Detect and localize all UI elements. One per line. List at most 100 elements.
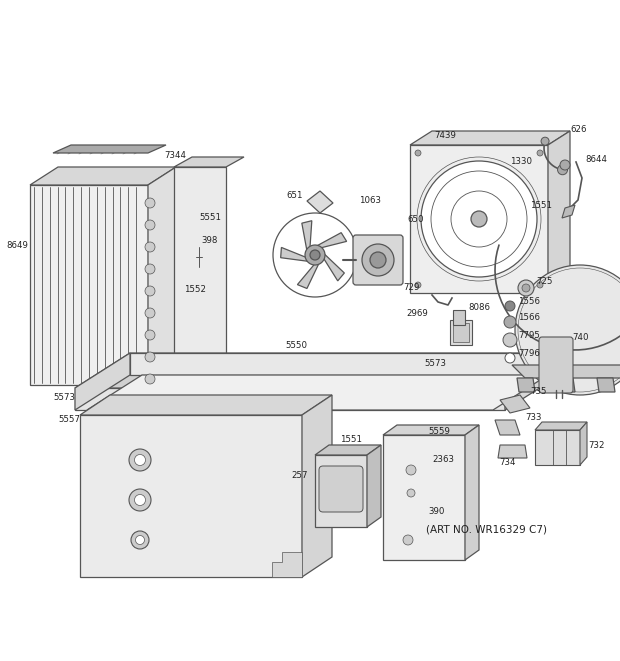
Polygon shape — [465, 425, 479, 560]
Circle shape — [145, 352, 155, 362]
Text: (ART NO. WR16329 C7): (ART NO. WR16329 C7) — [427, 525, 547, 535]
Polygon shape — [535, 430, 580, 465]
Circle shape — [415, 150, 421, 156]
Text: 7796: 7796 — [518, 350, 540, 358]
Polygon shape — [557, 378, 575, 392]
Polygon shape — [53, 145, 166, 153]
Circle shape — [505, 353, 515, 363]
Polygon shape — [453, 323, 469, 342]
Circle shape — [135, 455, 146, 465]
Text: 7439: 7439 — [434, 131, 456, 140]
Circle shape — [537, 282, 543, 288]
Circle shape — [129, 489, 151, 511]
Text: 729: 729 — [404, 284, 420, 293]
Polygon shape — [450, 320, 472, 345]
FancyBboxPatch shape — [539, 337, 573, 393]
Circle shape — [305, 245, 325, 265]
Polygon shape — [512, 365, 620, 378]
Polygon shape — [453, 310, 465, 325]
Circle shape — [522, 284, 530, 292]
Circle shape — [415, 282, 421, 288]
Text: eReplacementParts.com: eReplacementParts.com — [246, 385, 374, 395]
Circle shape — [145, 220, 155, 230]
Circle shape — [145, 308, 155, 318]
Polygon shape — [174, 157, 244, 167]
Polygon shape — [30, 185, 148, 385]
Text: 398: 398 — [202, 236, 218, 245]
Text: 5550: 5550 — [285, 341, 307, 350]
Circle shape — [145, 242, 155, 252]
Text: 5573: 5573 — [424, 359, 446, 368]
Text: 1551: 1551 — [530, 200, 552, 210]
Polygon shape — [498, 445, 527, 458]
Text: 2363: 2363 — [432, 455, 454, 465]
Text: 1330: 1330 — [510, 157, 532, 167]
Polygon shape — [302, 395, 332, 577]
Polygon shape — [410, 131, 570, 145]
Text: 626: 626 — [570, 126, 587, 134]
Polygon shape — [315, 233, 347, 249]
Text: 725: 725 — [536, 278, 552, 286]
Polygon shape — [500, 395, 530, 413]
Text: 5551: 5551 — [199, 213, 221, 222]
Polygon shape — [383, 435, 465, 560]
Polygon shape — [281, 247, 311, 262]
Polygon shape — [30, 167, 176, 185]
Polygon shape — [410, 145, 548, 293]
Circle shape — [145, 374, 155, 384]
Polygon shape — [80, 415, 302, 577]
FancyBboxPatch shape — [319, 466, 363, 512]
Polygon shape — [548, 131, 570, 293]
Text: 5557: 5557 — [58, 416, 80, 424]
Circle shape — [421, 161, 537, 277]
Polygon shape — [174, 167, 226, 382]
Text: 735: 735 — [530, 387, 546, 397]
Circle shape — [145, 264, 155, 274]
Circle shape — [560, 160, 570, 170]
Circle shape — [504, 316, 516, 328]
Text: 732: 732 — [588, 440, 604, 449]
Circle shape — [403, 535, 413, 545]
Text: 1552: 1552 — [184, 286, 206, 295]
Text: 1551: 1551 — [340, 436, 362, 444]
Circle shape — [557, 165, 567, 175]
Polygon shape — [75, 353, 130, 410]
Polygon shape — [322, 253, 344, 281]
Circle shape — [145, 286, 155, 296]
Text: 1063: 1063 — [359, 196, 381, 205]
Circle shape — [518, 280, 534, 296]
Polygon shape — [505, 353, 560, 410]
Polygon shape — [383, 425, 479, 435]
Polygon shape — [597, 378, 615, 392]
Text: 734: 734 — [500, 458, 516, 467]
Polygon shape — [75, 353, 560, 388]
Text: 257: 257 — [291, 471, 308, 481]
Polygon shape — [302, 221, 312, 253]
Circle shape — [370, 252, 386, 268]
Polygon shape — [130, 353, 560, 375]
Text: 7344: 7344 — [164, 151, 186, 160]
Circle shape — [131, 531, 149, 549]
Polygon shape — [535, 422, 587, 430]
FancyBboxPatch shape — [353, 235, 403, 285]
Polygon shape — [315, 455, 367, 527]
Circle shape — [310, 250, 320, 260]
Text: 5573: 5573 — [53, 393, 75, 403]
Circle shape — [471, 211, 487, 227]
Circle shape — [136, 535, 144, 545]
Circle shape — [145, 330, 155, 340]
Polygon shape — [80, 395, 332, 415]
Polygon shape — [495, 420, 520, 435]
Text: 8649: 8649 — [6, 241, 28, 249]
Circle shape — [503, 333, 517, 347]
Circle shape — [145, 198, 155, 208]
Text: 651: 651 — [286, 191, 303, 200]
Polygon shape — [272, 552, 302, 577]
Circle shape — [273, 213, 357, 297]
Text: 1566: 1566 — [518, 313, 540, 323]
Text: 5559: 5559 — [428, 428, 450, 436]
Polygon shape — [580, 422, 587, 465]
Text: 740: 740 — [572, 334, 588, 342]
Circle shape — [515, 265, 620, 395]
Polygon shape — [517, 378, 535, 392]
